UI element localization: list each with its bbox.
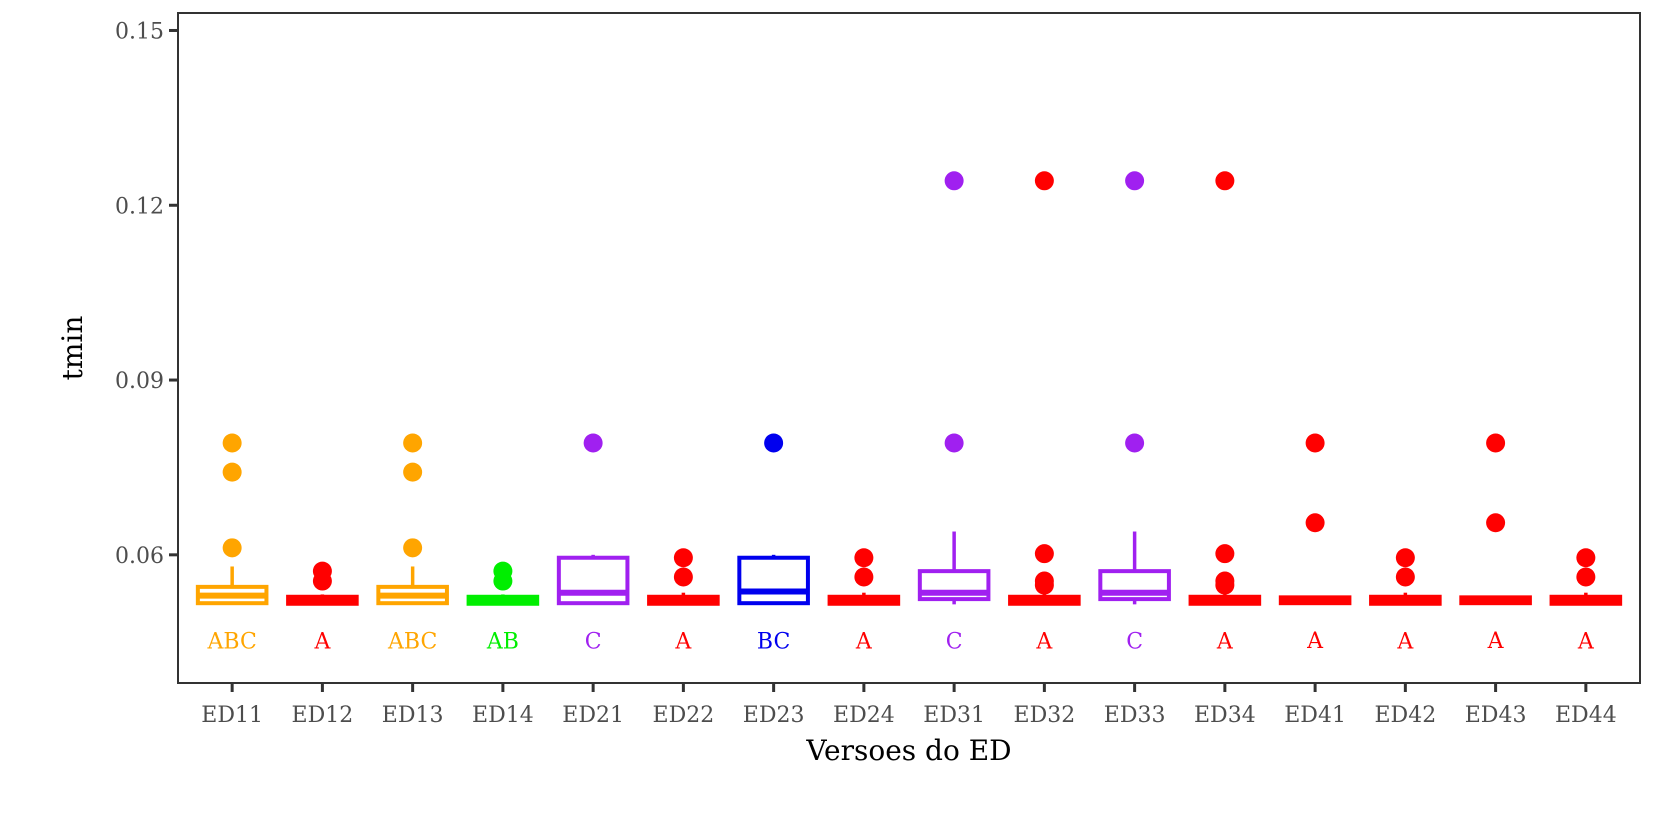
outlier-point: [1305, 513, 1325, 533]
group-letter-label: AB: [486, 629, 519, 654]
box-group-ed21: C: [556, 433, 630, 654]
group-letter-label: A: [1487, 629, 1505, 654]
outlier-point: [854, 567, 874, 587]
outlier-point: [854, 548, 874, 568]
outlier-point: [403, 433, 423, 453]
y-tick-label: 0.12: [115, 194, 164, 219]
outlier-point: [1034, 571, 1054, 591]
box-body: [737, 555, 810, 606]
x-tick-label: ED13: [382, 703, 444, 728]
group-letter-label: C: [585, 629, 602, 654]
y-tick-label: 0.09: [115, 369, 164, 394]
y-axis-title: tmin: [56, 316, 89, 381]
outlier-point: [1395, 567, 1415, 587]
x-tick-label: ED41: [1284, 703, 1346, 728]
x-tick-label: ED34: [1194, 703, 1256, 728]
outlier-point: [764, 433, 784, 453]
boxes: ABC A ABC AB C A BC A C A C A A A A A: [195, 171, 1623, 654]
outlier-point: [1486, 433, 1506, 453]
outlier-point: [1125, 433, 1145, 453]
box-body: [556, 555, 630, 606]
x-tick-label: ED11: [201, 703, 263, 728]
outlier-point: [1215, 571, 1235, 591]
box-group-ed11: ABC: [195, 433, 269, 654]
x-axis-title: Versoes do ED: [805, 734, 1011, 767]
y-tick-label: 0.15: [115, 19, 164, 44]
group-letter-label: A: [1396, 629, 1414, 654]
box-group-ed23: BC: [737, 433, 810, 654]
group-letter-label: C: [946, 629, 963, 654]
group-letter-label: A: [1216, 629, 1234, 654]
outlier-point: [1395, 548, 1415, 568]
box-group-ed22: A: [647, 548, 720, 654]
x-tick-label: ED21: [562, 703, 624, 728]
x-tick-label: ED22: [653, 703, 715, 728]
group-letter-label: A: [855, 629, 873, 654]
x-tick-label: ED33: [1104, 703, 1166, 728]
x-tick-label: ED14: [472, 703, 534, 728]
outlier-point: [583, 433, 603, 453]
x-tick-label: ED24: [833, 703, 895, 728]
box-group-ed44: A: [1549, 548, 1623, 654]
outlier-point: [1125, 171, 1145, 191]
box-group-ed12: A: [286, 561, 359, 654]
box-group-ed41: A: [1278, 433, 1352, 654]
outlier-point: [944, 433, 964, 453]
box-group-ed33: C: [1098, 171, 1171, 654]
x-tick-label: ED44: [1555, 703, 1617, 728]
outlier-point: [1486, 513, 1506, 533]
group-letter-label: ABC: [387, 629, 437, 654]
group-letter-label: C: [1126, 629, 1143, 654]
outlier-point: [222, 462, 242, 482]
outlier-point: [673, 567, 693, 587]
x-tick-label: ED12: [292, 703, 354, 728]
group-letter-label: A: [313, 629, 331, 654]
x-tick-label: ED31: [923, 703, 985, 728]
box-group-ed43: A: [1459, 433, 1532, 654]
box-group-ed14: AB: [466, 561, 540, 654]
group-letter-label: A: [674, 629, 692, 654]
outlier-point: [1576, 567, 1596, 587]
x-tick-label: ED32: [1014, 703, 1076, 728]
outlier-point: [1215, 544, 1235, 564]
outlier-point: [493, 561, 513, 581]
box-group-ed31: C: [917, 171, 991, 654]
box-group-ed24: A: [827, 548, 901, 654]
outlier-point: [222, 433, 242, 453]
outlier-point: [673, 548, 693, 568]
outlier-point: [1034, 544, 1054, 564]
y-tick-label: 0.06: [115, 544, 164, 569]
box-group-ed34: A: [1188, 171, 1262, 654]
box-group-ed42: A: [1369, 548, 1442, 654]
group-letter-label: BC: [757, 629, 790, 654]
group-letter-label: A: [1035, 629, 1053, 654]
outlier-point: [1034, 171, 1054, 191]
group-letter-label: A: [1577, 629, 1595, 654]
y-axis: 0.06 0.09 0.12 0.15: [115, 19, 178, 569]
outlier-point: [944, 171, 964, 191]
box-group-ed32: A: [1008, 171, 1081, 654]
box-group-ed13: ABC: [376, 433, 449, 654]
x-tick-label: ED23: [743, 703, 805, 728]
outlier-point: [403, 538, 423, 558]
x-tick-label: ED42: [1375, 703, 1437, 728]
outlier-point: [403, 462, 423, 482]
outlier-point: [312, 561, 332, 581]
outlier-point: [1305, 433, 1325, 453]
group-letter-label: A: [1306, 629, 1324, 654]
outlier-point: [1576, 548, 1596, 568]
x-axis: ED11 ED12 ED13 ED14 ED21 ED22 ED23 ED24 ED31 ED32…: [201, 683, 1617, 728]
outlier-point: [1215, 171, 1235, 191]
panel-border: [177, 12, 1641, 684]
outlier-point: [222, 538, 242, 558]
group-letter-label: ABC: [206, 629, 256, 654]
x-tick-label: ED43: [1465, 703, 1527, 728]
